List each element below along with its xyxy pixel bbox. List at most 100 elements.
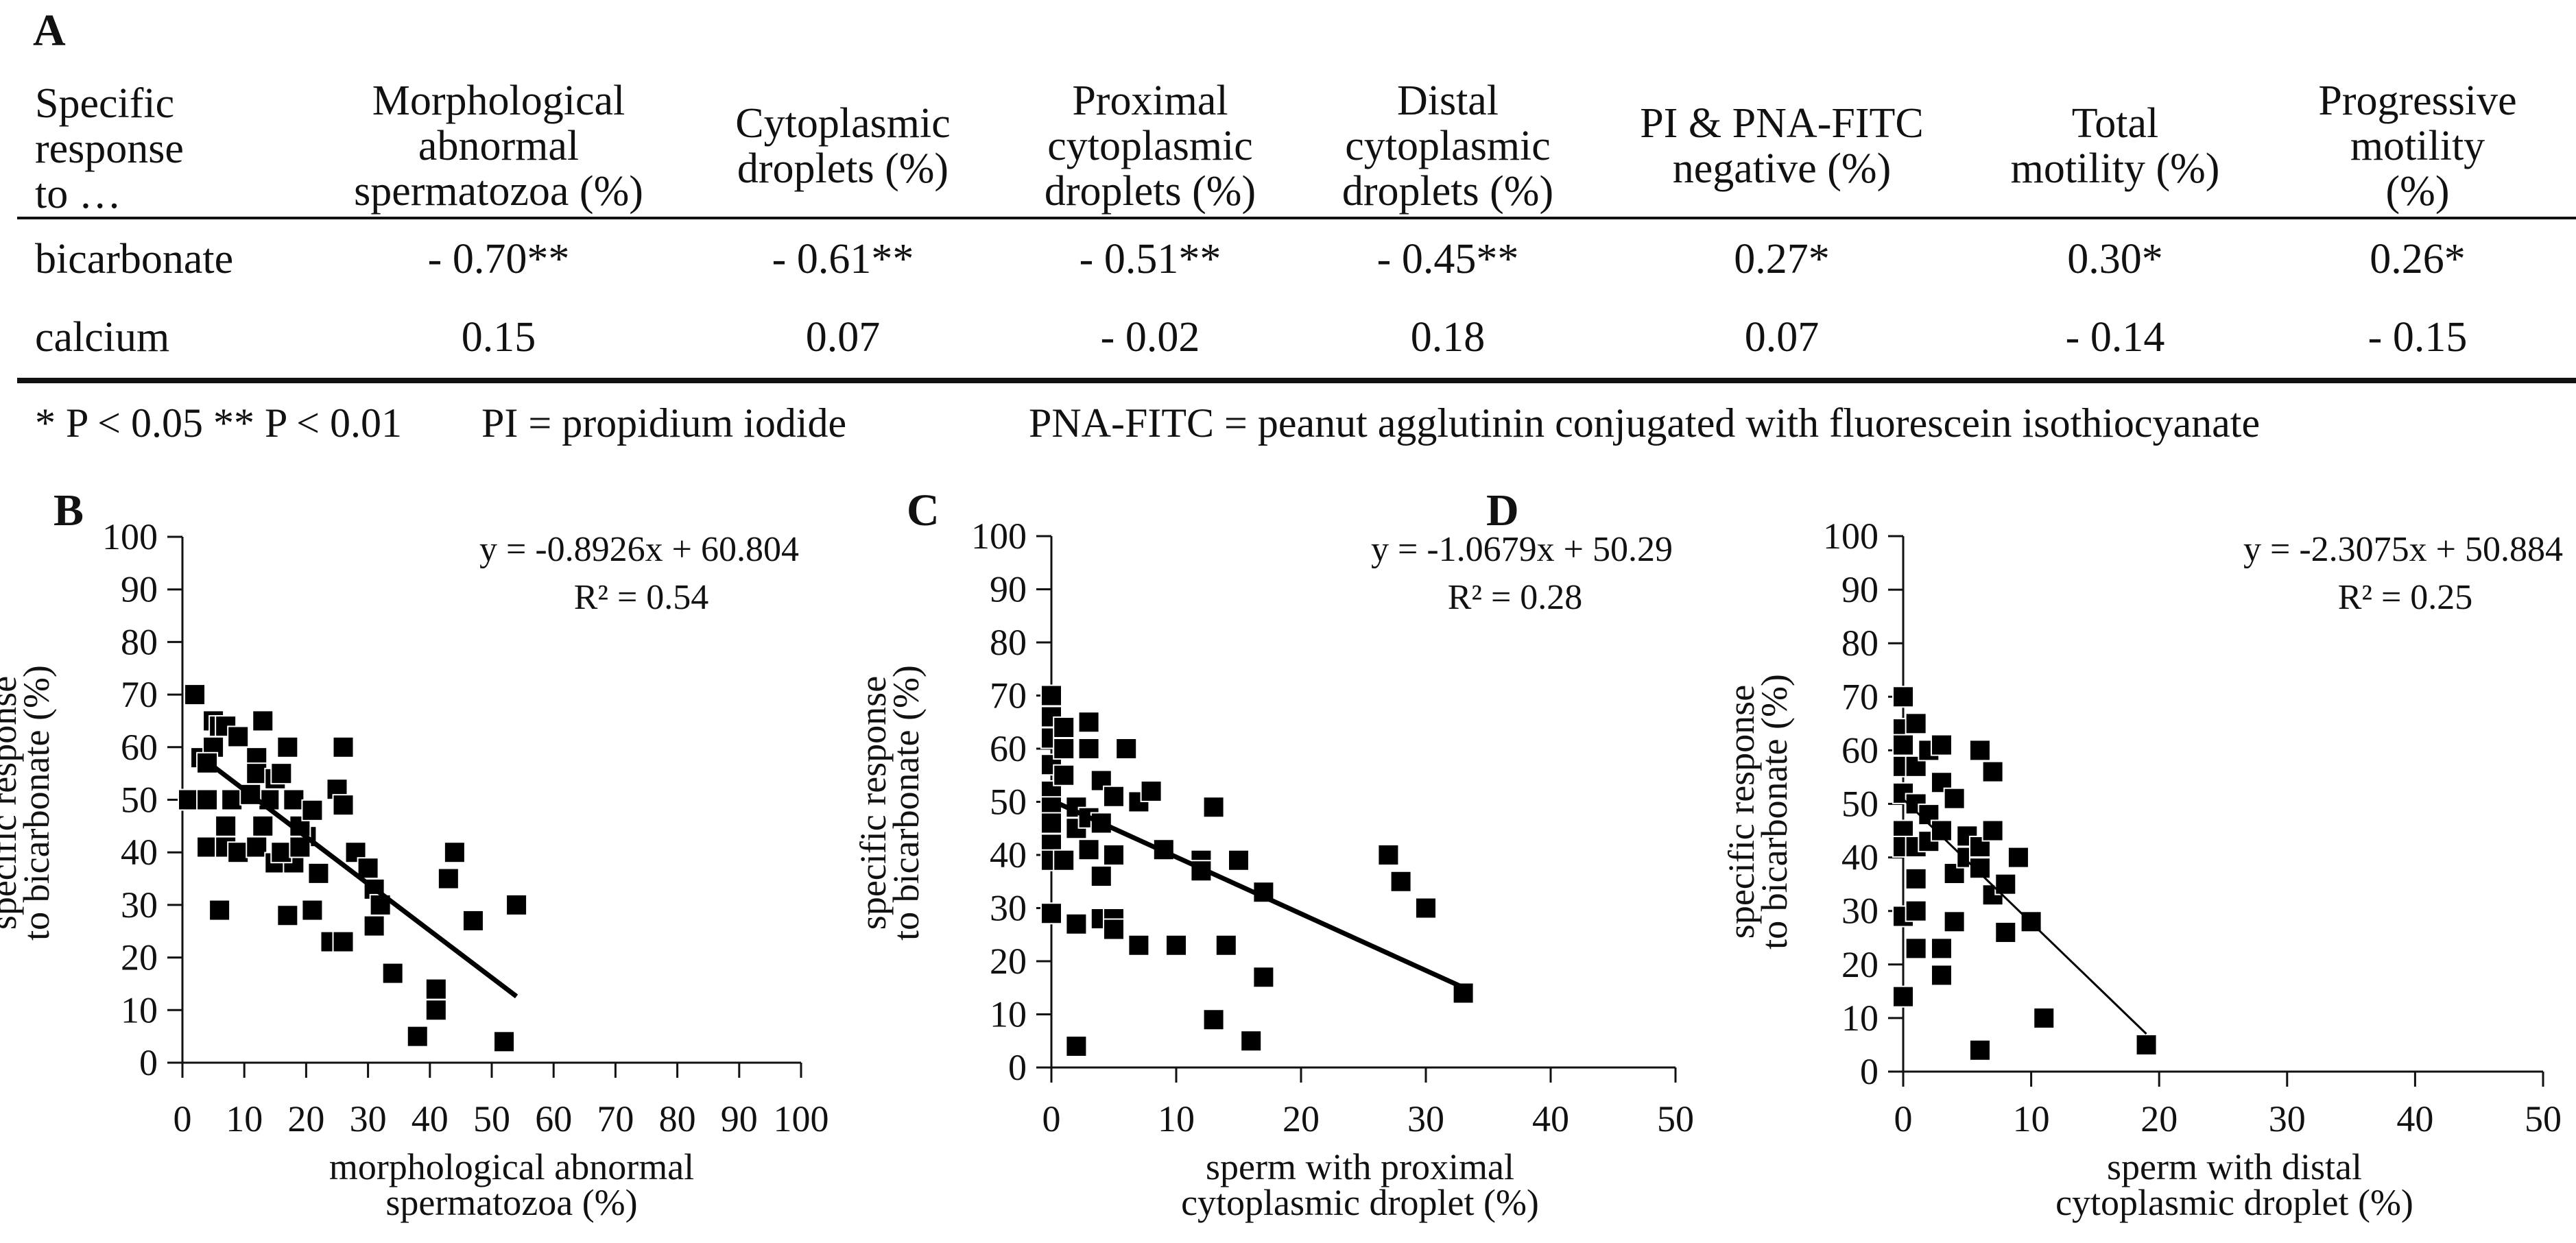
data-point [246,836,268,858]
y-tick-label: 60 [990,728,1027,769]
data-point [493,1030,516,1053]
data-point [1040,684,1062,707]
footnote-significance: * P < 0.05 ** P < 0.01 [35,400,402,446]
data-point [1930,734,1953,756]
table-cell: 0.30* [2067,236,2163,282]
x-tick-label: 20 [1283,1098,1320,1139]
y-tick-label: 70 [1841,676,1879,717]
data-point [1377,844,1400,866]
data-point [252,710,274,732]
y-tick-label: 30 [1841,891,1879,932]
data-point [1090,865,1112,887]
trend-line [1050,798,1465,990]
data-point [227,725,250,748]
y-tick-label: 90 [121,569,158,610]
x-tick-label: 60 [535,1098,572,1139]
data-point [1905,900,1927,922]
y-tick-label: 70 [121,674,158,715]
data-point [276,736,299,758]
data-point [1905,937,1927,960]
y-axis-title: to bicarbonate (%) [1754,674,1795,950]
y-tick-label: 60 [121,727,158,768]
regression-equation: y = -1.0679x + 50.29 [1371,530,1673,569]
panel-label-d: D [1486,485,1519,535]
data-point [1053,738,1075,760]
data-point [443,841,466,864]
x-axis-title: sperm with proximal [1206,1146,1514,1187]
table-corner-header: Specific response to … [35,80,184,217]
data-point [1981,760,2004,783]
column-header-morphological: Morphological abnormal spermatozoa (%) [354,77,643,215]
data-point [1202,1009,1225,1031]
y-tick-label: 50 [1841,784,1879,825]
data-point [425,999,447,1022]
x-tick-label: 30 [350,1098,387,1139]
x-tick-label: 0 [1042,1098,1061,1139]
y-tick-label: 100 [971,516,1027,557]
y-axis-title: to bicarbonate (%) [885,665,927,941]
y-axis-title: to bicarbonate (%) [16,665,57,941]
data-point [1103,785,1125,808]
y-tick-label: 10 [1841,998,1879,1039]
data-point [252,814,274,837]
data-point [332,736,355,758]
y-tick-label: 100 [102,516,158,557]
data-point [184,684,206,706]
data-point [178,788,200,811]
data-point [208,899,231,921]
x-tick-label: 100 [774,1098,829,1139]
x-axis-title: cytoplasmic droplet (%) [1181,1182,1539,1223]
y-tick-label: 40 [1841,837,1879,878]
y-tick-label: 80 [1841,623,1879,664]
row-label-calcium: calcium [35,314,170,361]
data-point [1065,1035,1088,1057]
column-header-cytoplasmic: Cytoplasmic droplets (%) [735,99,951,192]
table-cell: - 0.61** [772,236,914,282]
data-point [1215,934,1237,956]
data-point [332,794,355,817]
data-point [1905,712,1927,735]
data-point [1103,918,1125,941]
data-point [1077,711,1100,734]
data-point [1415,897,1437,919]
data-point [1994,921,2017,943]
table-cell: 0.26* [2370,236,2466,282]
data-point [437,867,460,890]
table-cell: 0.07 [805,314,881,361]
y-axis-title: specific response [0,676,24,930]
data-point [283,788,305,811]
y-tick-label: 50 [121,780,158,821]
data-point [1040,812,1062,834]
column-header-proximal: Proximal cytoplasmic droplets (%) [1044,77,1256,215]
x-tick-label: 30 [1407,1098,1444,1139]
y-tick-label: 80 [121,621,158,662]
data-point [332,930,355,953]
trend-line [211,764,518,999]
x-tick-label: 0 [174,1098,192,1139]
data-point [2033,1006,2055,1029]
data-point [270,841,293,864]
data-point [1165,934,1187,956]
x-axis-title: spermatozoa (%) [385,1182,637,1223]
data-point [1943,787,1966,810]
table-cell: - 0.45** [1376,236,1519,282]
trend-line [1902,798,2147,1035]
data-point [505,893,528,916]
footnote-pna-fitc: PNA-FITC = peanut agglutinin conjugated … [1029,400,2261,446]
table-cell: - 0.51** [1079,236,1221,282]
panel-label-a: A [33,5,66,56]
r-squared-label: R² = 0.25 [2338,578,2473,617]
data-point [1140,780,1162,802]
y-tick-label: 10 [121,989,158,1030]
x-tick-label: 30 [2269,1098,2306,1139]
r-squared-label: R² = 0.28 [1448,578,1583,617]
data-point [1252,966,1275,989]
table-cell: - 0.70** [427,236,570,282]
x-tick-label: 20 [287,1098,324,1139]
data-point [1968,739,1991,762]
y-tick-label: 40 [121,832,158,873]
data-point [1115,738,1138,760]
data-point [227,841,250,864]
data-point [1103,844,1125,866]
data-point [381,962,404,985]
